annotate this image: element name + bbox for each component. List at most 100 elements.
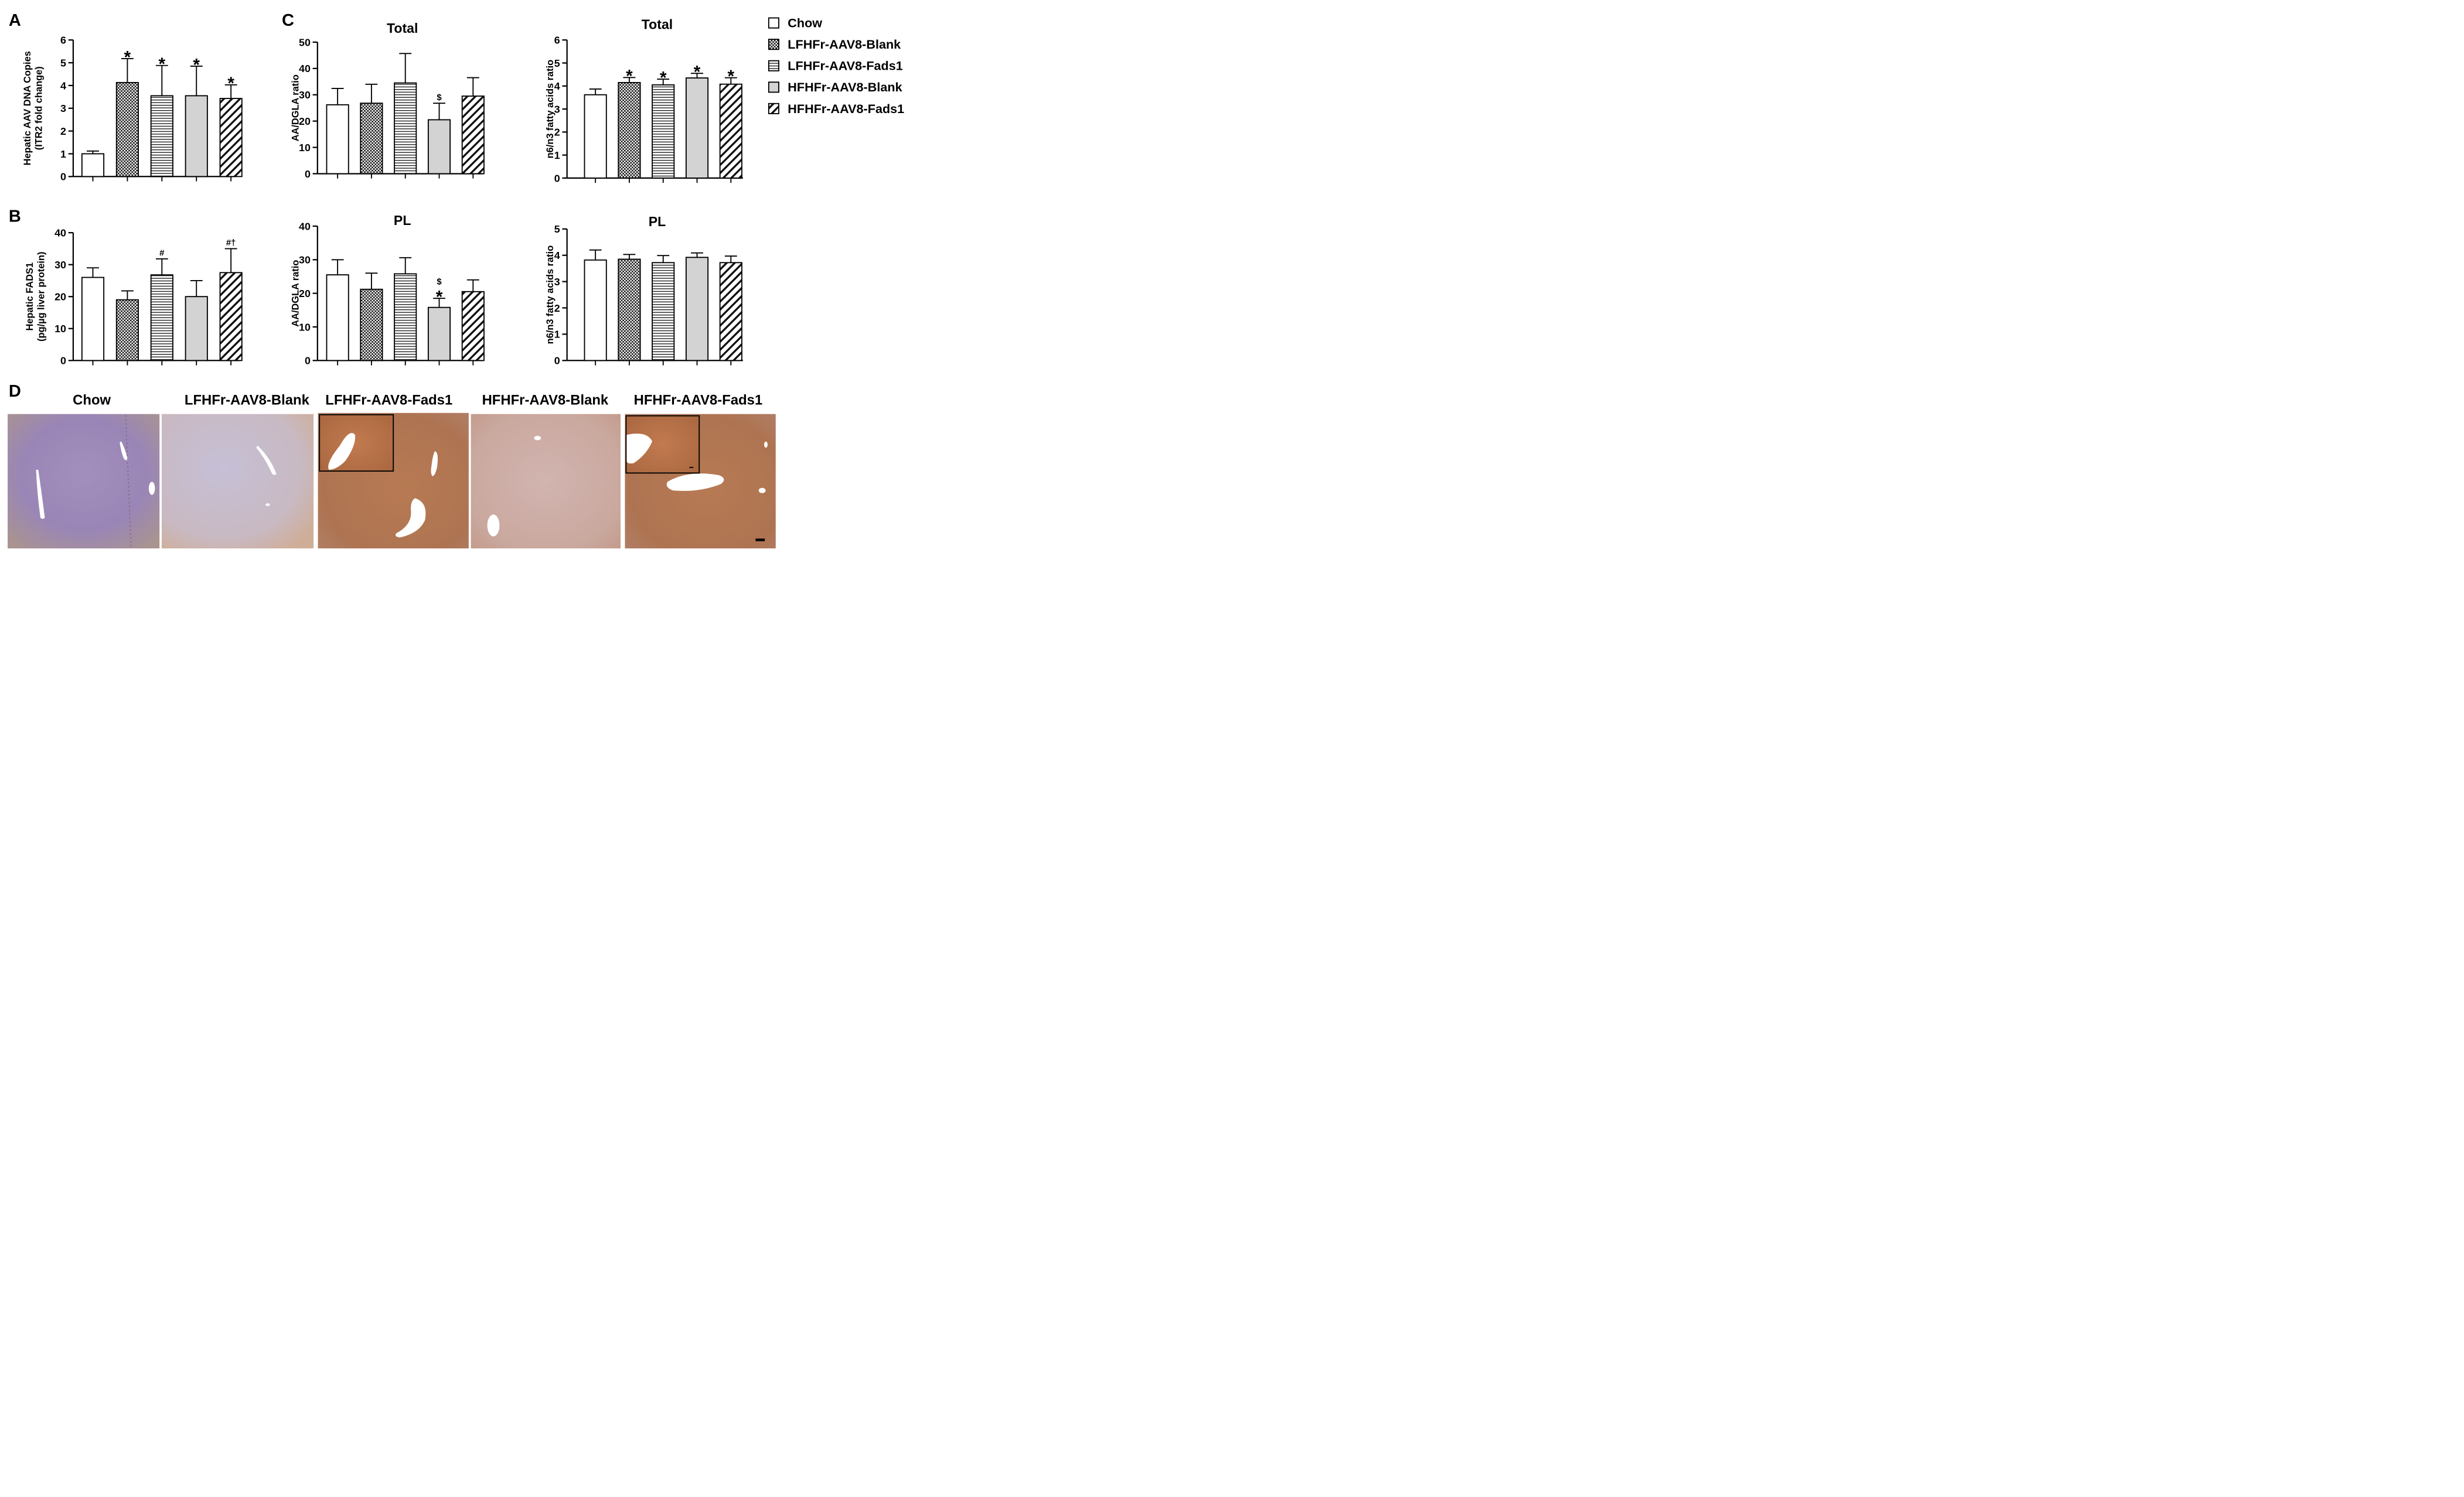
- bar-lfhfr-aav8-blank: [360, 288, 383, 362]
- micrograph-hfhfr-fads1: [625, 414, 776, 548]
- vessel-lumen: [764, 441, 768, 448]
- bar-lfhfr-aav8-fads1: [394, 273, 417, 362]
- y-tick-label: 0: [60, 171, 66, 183]
- bar-chow: [81, 277, 105, 362]
- legend-item-hfhfr-aav8-blank: HFHFr-AAV8-Blank: [768, 80, 903, 94]
- y-axis-label: n6/n3 fatty acids ratio: [545, 245, 555, 345]
- vessel-lumen: [666, 473, 724, 491]
- significance-mark: *: [193, 55, 200, 74]
- chart-a: 0 1 2 3 4 5 6 Hepatic AAV DNA Copies (ITR2 fold …: [22, 35, 243, 183]
- legend-item-lfhfr-aav8-fads1: LFHFr-AAV8-Fads1: [768, 59, 903, 73]
- y-tick-label: 40: [299, 63, 311, 74]
- chart-title: Total: [642, 17, 673, 32]
- bar-hfhfr-aav8-blank: [427, 306, 451, 362]
- vessel-lumen: [120, 441, 128, 461]
- vessel-lumen: [395, 498, 426, 538]
- bar-hfhfr-aav8-fads1: [719, 262, 742, 362]
- y-tick-label: 30: [299, 254, 311, 266]
- y-tick-label: 10: [299, 321, 311, 333]
- bar-hfhfr-aav8-fads1: [461, 96, 485, 175]
- legend-swatch-gray: [768, 81, 779, 93]
- chart-b: 0 10 20 30 40 Hepatic FADS1 (pg/µg liver prote…: [25, 227, 243, 367]
- micrograph-label-hfhfr-fads1: HFHFr-AAV8-Fads1: [634, 393, 763, 408]
- y-tick-label: 3: [554, 276, 560, 288]
- bar-hfhfr-aav8-blank: [185, 296, 208, 362]
- vessel-lumen: [487, 514, 500, 537]
- bar-lfhfr-aav8-fads1: [652, 84, 675, 179]
- bar-lfhfr-aav8-fads1: [150, 95, 173, 178]
- y-tick-label: 20: [299, 288, 311, 299]
- legend-label: HFHFr-AAV8-Blank: [788, 80, 902, 94]
- y-axis-label: AA/DGLA ratio: [290, 74, 301, 141]
- legend-item-lfhfr-aav8-blank: LFHFr-AAV8-Blank: [768, 37, 901, 52]
- bar-hfhfr-aav8-blank: [685, 77, 709, 179]
- inset-vessel-lumen: [328, 433, 356, 470]
- y-tick-label: 1: [554, 149, 560, 161]
- y-tick-label: 6: [554, 35, 560, 46]
- micrograph-lfhfr-blank: [161, 414, 314, 548]
- figure: A B C D 0 1 2 3 4 5 6 Hepatic AAV DNA Copies (IT…: [0, 0, 919, 558]
- y-tick-label: 40: [299, 220, 311, 232]
- figure-canvas: A B C D 0 1 2 3 4 5 6 Hepatic AAV DNA Copies (IT…: [8, 11, 904, 548]
- bar-hfhfr-aav8-blank: [185, 95, 208, 178]
- y-tick-label: 5: [60, 57, 66, 69]
- scale-bar: [755, 538, 765, 541]
- significance-mark: *: [626, 67, 633, 86]
- y-tick-label: 3: [554, 103, 560, 115]
- legend-swatch-chow: [768, 17, 779, 29]
- significance-mark: *: [159, 54, 166, 74]
- y-tick-label: 0: [305, 355, 311, 367]
- bar-lfhfr-aav8-blank: [618, 81, 641, 179]
- y-tick-label: 4: [554, 250, 560, 261]
- micrograph-label-lfhfr-fads1: LFHFr-AAV8-Fads1: [325, 393, 452, 408]
- legend-swatch-check: [768, 39, 779, 50]
- y-tick-label: 3: [60, 103, 66, 114]
- legend-swatch-hstripe: [768, 60, 779, 71]
- y-tick-label: 10: [299, 142, 311, 154]
- chart-c4: PL 0 1 2 3 4 5 n6/n3 fatty acids ratio: [545, 214, 743, 367]
- chart-c1: Total 0 10 20 30 40 50 AA/DGLA ratio $: [290, 21, 485, 180]
- bar-lfhfr-aav8-blank: [115, 299, 139, 362]
- y-axis-label: (ITR2 fold change): [34, 66, 45, 150]
- bar-lfhfr-aav8-fads1: [394, 82, 417, 175]
- vessel-lumen: [534, 435, 541, 441]
- y-tick-label: 10: [54, 323, 66, 335]
- significance-mark: $: [437, 277, 442, 287]
- chart-c3: PL 0 10 20 30 40 AA/DGLA ratio *$: [290, 213, 485, 367]
- charts-layer: 0 1 2 3 4 5 6 Hepatic AAV DNA Copies (ITR2 fold …: [22, 17, 743, 367]
- y-tick-label: 0: [60, 355, 66, 367]
- significance-mark: *: [728, 67, 735, 86]
- panel-letter-a: A: [9, 11, 21, 30]
- inset-vessel-lumen: [626, 433, 653, 464]
- bar-chow: [81, 153, 105, 178]
- bar-hfhfr-aav8-blank: [685, 257, 709, 362]
- tissue-fold: [125, 415, 132, 548]
- significance-mark: *: [227, 74, 234, 93]
- vessel-lumen: [758, 487, 766, 493]
- y-tick-label: 5: [554, 57, 560, 69]
- vessel-lumen: [431, 451, 438, 476]
- bar-chow: [326, 104, 349, 175]
- y-tick-label: 4: [554, 80, 560, 92]
- y-axis-label: AA/DGLA ratio: [290, 260, 301, 327]
- significance-mark: #: [159, 249, 165, 258]
- y-tick-label: 50: [299, 36, 311, 48]
- chart-title: Total: [387, 21, 418, 36]
- bar-hfhfr-aav8-fads1: [219, 272, 243, 362]
- legend-swatch-diag: [768, 103, 779, 114]
- bar-chow: [584, 259, 607, 362]
- legend-item-chow: Chow: [768, 16, 822, 30]
- y-axis-label: Hepatic AAV DNA Copies: [22, 51, 33, 165]
- y-axis-label: n6/n3 fatty acids ratio: [545, 60, 555, 159]
- bar-lfhfr-aav8-fads1: [150, 274, 173, 362]
- legend-label: HFHFr-AAV8-Fads1: [788, 101, 904, 116]
- y-tick-label: 30: [54, 259, 66, 271]
- vessel-lumen: [148, 482, 155, 495]
- micrograph-label-chow: Chow: [73, 393, 111, 408]
- bar-lfhfr-aav8-blank: [360, 103, 383, 175]
- panel-letter-b: B: [9, 207, 21, 226]
- y-tick-label: 2: [554, 302, 560, 314]
- y-tick-label: 5: [554, 223, 560, 235]
- micrograph-tissue: [8, 414, 160, 548]
- y-tick-label: 2: [554, 127, 560, 138]
